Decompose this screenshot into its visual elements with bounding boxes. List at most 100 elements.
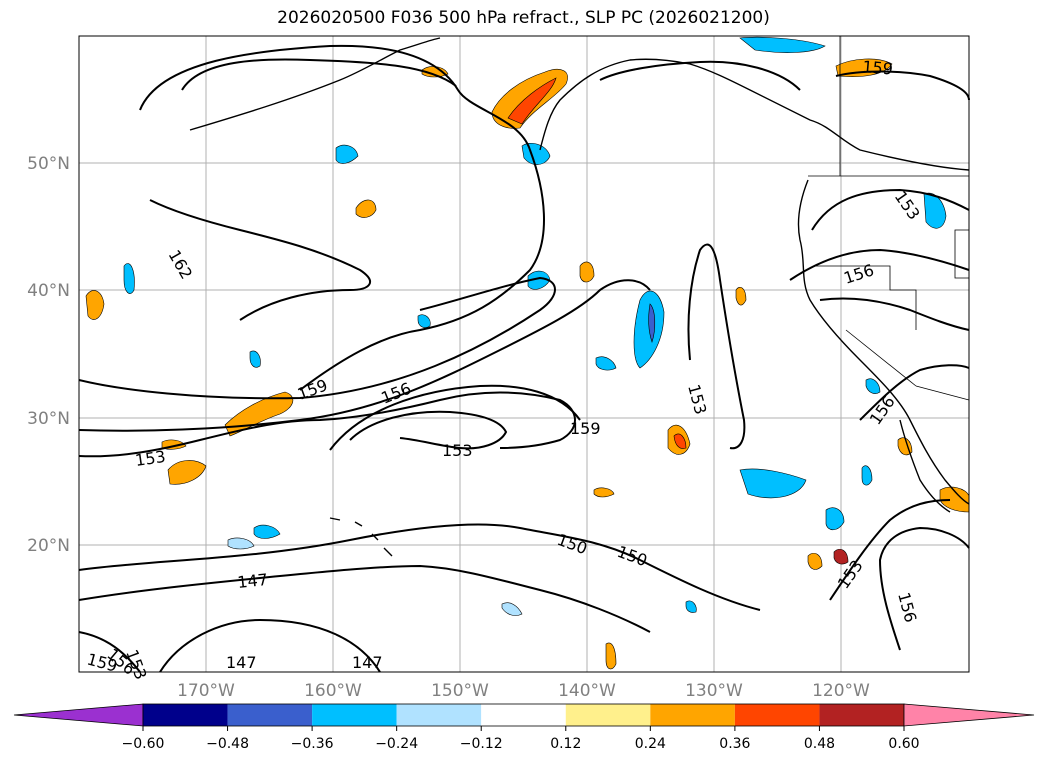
negative-anomaly-se	[825, 507, 845, 531]
contour-159-loop	[329, 384, 581, 451]
contour-label: 159	[862, 57, 894, 79]
colorbar-bins	[142, 703, 905, 727]
contour-153-ne	[811, 188, 970, 231]
contour-159-east	[819, 297, 970, 331]
contour-label: 147	[352, 653, 383, 672]
colorbar: −0.60 −0.48 −0.36 −0.24 −0.12 0.12 0.24 0.36 0.4…	[13, 703, 1035, 752]
map-panel: 162 159 156 153 159 153 153 150 147 147 …	[78, 35, 970, 682]
contour-150-bottom	[78, 631, 141, 673]
positive-anomaly-n	[355, 199, 377, 218]
contour-153-east	[687, 243, 746, 450]
negative-anomaly-pt	[595, 356, 617, 371]
contour-162-inner	[181, 58, 457, 91]
positive-anomaly-top	[421, 66, 449, 78]
contour-153-se	[829, 499, 951, 601]
negative-anomaly-sw	[227, 537, 255, 550]
colorbar-bin	[312, 704, 397, 726]
negative-anomaly-isle	[501, 602, 523, 616]
colorbar-bin	[396, 704, 482, 726]
negative-anomaly-isle2	[685, 600, 697, 613]
negative-anomaly-c-core	[648, 303, 656, 343]
contour-162-loop	[149, 199, 371, 321]
contour-153-main	[78, 391, 576, 458]
colorbar-tick-label: −0.24	[375, 736, 418, 752]
negative-anomaly-pt2	[865, 378, 881, 394]
negative-anomaly-e	[923, 192, 947, 229]
negative-anomaly-pt4	[249, 350, 261, 368]
colorbar-bin	[565, 704, 651, 726]
contour-label: 147	[226, 653, 257, 672]
contour-156-east	[789, 248, 970, 281]
negative-anomaly-ne	[739, 36, 826, 53]
positive-anomaly-west	[224, 391, 294, 437]
colorbar-bin	[143, 704, 228, 726]
contour-156-ne2	[859, 364, 970, 421]
positive-anomaly-sub	[579, 261, 595, 283]
colorbar-tick-label: 0.24	[635, 736, 666, 752]
north-america-coast	[539, 58, 970, 171]
contour-147-bottom	[159, 618, 381, 673]
contour-162	[139, 44, 545, 391]
positive-anomaly-mid-core	[673, 433, 687, 449]
colorbar-tick-label: −0.48	[206, 736, 249, 752]
colorbar-bin	[734, 704, 820, 726]
contour-159-ne	[835, 70, 970, 101]
colorbar-tick-label: −0.60	[122, 736, 165, 752]
lon-label: 120°W	[812, 681, 870, 701]
west-coast	[797, 179, 970, 505]
contour-156-se	[878, 526, 970, 651]
colorbar-ticks: −0.60 −0.48 −0.36 −0.24 −0.12 0.12 0.24 0.36 0.4…	[122, 726, 920, 752]
negative-anomaly-s	[739, 468, 807, 499]
colorbar-bin	[227, 704, 313, 726]
borders	[808, 36, 970, 401]
colorbar-bin	[481, 704, 566, 726]
positive-anomaly-gulf-core	[507, 77, 557, 125]
positive-anomaly-small4	[833, 549, 849, 565]
contour-label: 147	[236, 570, 268, 592]
positive-anomaly-west2	[167, 460, 207, 485]
coastlines	[189, 37, 970, 557]
negative-anomaly-n	[335, 144, 359, 164]
lat-tick-labels: 50°N 40°N 30°N 20°N	[27, 154, 70, 556]
graticule	[79, 36, 969, 672]
contour-label: 159	[570, 419, 601, 438]
colorbar-tick-label: 0.60	[888, 736, 919, 752]
colorbar-over-arrow	[903, 703, 1035, 727]
lon-tick-labels: 170°W 160°W 150°W 140°W 130°W 120°W	[177, 681, 870, 701]
colorbar-tick-label: 0.48	[804, 736, 835, 752]
contour-159-main	[78, 276, 556, 400]
baja	[899, 419, 951, 513]
negative-anomaly-pt3	[417, 314, 431, 328]
positive-anomaly-small3	[593, 487, 615, 498]
lon-label: 150°W	[431, 681, 489, 701]
colorbar-tick-label: 0.36	[719, 736, 750, 752]
map-frame	[78, 35, 970, 673]
contour-147	[78, 564, 651, 633]
colorbar-bin	[650, 704, 735, 726]
lat-label: 40°N	[27, 281, 70, 301]
colorbar-tick-label: −0.36	[291, 736, 334, 752]
colorbar-bin	[819, 704, 904, 726]
map-title: 2026020500 F036 500 hPa refract., SLP PC…	[277, 8, 770, 28]
colorbar-tick-label: −0.12	[460, 736, 503, 752]
contour-159-north	[599, 60, 801, 91]
colorbar-under-arrow	[13, 703, 144, 727]
lon-label: 140°W	[558, 681, 616, 701]
lon-label: 130°W	[685, 681, 743, 701]
lat-label: 20°N	[27, 536, 70, 556]
negative-anomaly-sw2	[253, 524, 281, 539]
lon-label: 160°W	[304, 681, 362, 701]
slp-contours	[78, 44, 970, 673]
refractivity-shading	[85, 36, 970, 670]
positive-anomaly-small	[735, 287, 747, 306]
positive-anomaly-far-west	[85, 290, 105, 320]
contour-label: 153	[134, 447, 167, 470]
negative-anomaly-coast	[861, 465, 873, 486]
colorbar-tick-label: 0.12	[550, 736, 581, 752]
negative-anomaly-w	[123, 263, 135, 294]
contour-153-loop	[349, 410, 508, 450]
lon-label: 170°W	[177, 681, 235, 701]
hawaii	[329, 517, 393, 557]
contour-156-main	[78, 279, 651, 432]
